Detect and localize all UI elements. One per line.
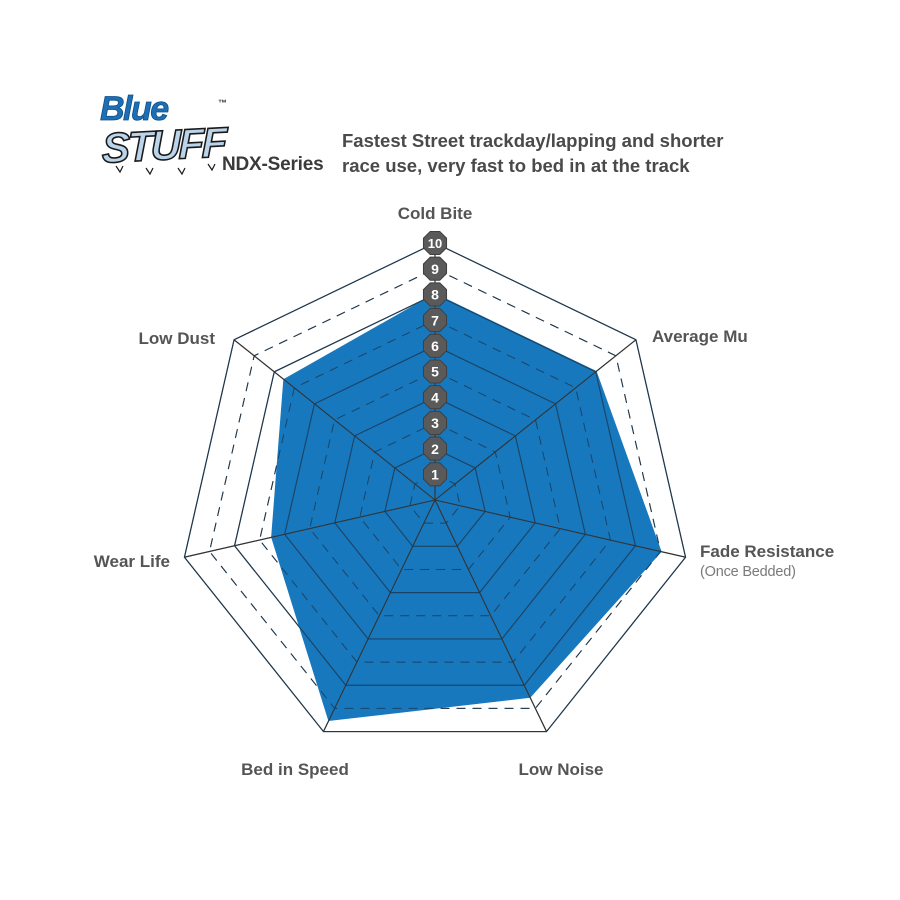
radar-ring-overlay-1 [409, 473, 461, 524]
tick-badge-10 [422, 230, 448, 256]
axis-label-cold-bite: Cold Bite [335, 204, 535, 224]
tick-badge-3 [422, 410, 448, 435]
series-name: NDX-Series [222, 154, 324, 175]
radar-axis-2 [434, 499, 686, 558]
radar-axis-5 [184, 499, 436, 558]
axis-label-text: Wear Life [93, 552, 170, 571]
axis-label-average-mu: Average Mu [652, 327, 748, 347]
axis-label-sublabel: (Once Bedded) [700, 564, 796, 580]
tick-badge-4 [422, 385, 448, 410]
tick-label-6: 6 [431, 338, 439, 354]
tagline-line-1: Fastest Street trackday/lapping and shor… [342, 130, 724, 151]
tick-label-1: 1 [431, 467, 439, 483]
radar-spokes-overlay [183, 242, 687, 733]
tagline-line-2: race use, very fast to bed in at the tra… [342, 155, 690, 176]
tick-badge-5 [422, 359, 448, 384]
tick-badge-1 [422, 462, 448, 487]
axis-label-low-dust: Low Dust [0, 329, 216, 349]
radar-ring-overlay-6 [284, 345, 586, 640]
tick-badge-9 [422, 256, 448, 281]
radar-ring-overlay-10 [183, 242, 687, 733]
tick-label-7: 7 [431, 312, 439, 328]
axis-label-text: Low Noise [518, 760, 604, 779]
radar-axis-1 [434, 339, 637, 501]
radar-chart: 1 2 3 4 5 6 7 8 9 10 Cold Bite Average Mu Fade Re… [0, 190, 900, 830]
tick-badge-6 [422, 333, 448, 358]
axis-label-low-noise: Low Noise [481, 760, 641, 780]
tick-label-2: 2 [431, 441, 439, 457]
radar-tick-badges: 1 2 3 4 5 6 7 8 9 10 [422, 230, 448, 487]
logo-accents [115, 163, 216, 176]
radar-ring-overlay-9 [208, 268, 662, 709]
logo-word-blue: Blue [100, 90, 171, 129]
axis-label-text: Average Mu [652, 327, 748, 346]
axis-label-text: Bed in Speed [241, 760, 349, 779]
radar-ring-overlay-2 [384, 447, 486, 547]
tagline: Fastest Street trackday/lapping and shor… [342, 128, 742, 178]
svg-text:Blue: Blue [100, 90, 168, 128]
tick-label-3: 3 [431, 415, 439, 431]
axis-label-bed-in-speed: Bed in Speed [215, 760, 375, 780]
tick-label-9: 9 [431, 261, 439, 277]
tick-label-4: 4 [431, 389, 439, 405]
logo-word-stuff: STUFF [101, 117, 229, 172]
radar-ring-overlay-7 [259, 319, 611, 663]
tick-label-5: 5 [431, 364, 439, 380]
tick-badge-8 [422, 282, 448, 307]
radar-axis-3 [434, 499, 548, 732]
radar-ring-overlay-4 [334, 396, 536, 594]
axis-label-wear-life: Wear Life [0, 552, 170, 572]
header: Blue ™ STUFF NDX-Series Fastest Stree [0, 0, 900, 200]
svg-text:STUFF: STUFF [102, 118, 229, 172]
radar-ring-overlay-8 [233, 293, 637, 686]
tick-label-8: 8 [431, 287, 439, 303]
radar-axis-6 [233, 339, 436, 501]
axis-label-text: Fade Resistance [700, 542, 835, 561]
radar-ring-overlay-5 [309, 370, 561, 617]
axis-label-text: Cold Bite [397, 204, 473, 223]
brand-logo-graphic: Blue ™ STUFF [100, 90, 229, 176]
trademark-symbol: ™ [218, 98, 227, 108]
tick-label-10: 10 [428, 236, 442, 251]
radar-ring-overlay-3 [359, 422, 511, 570]
radar-chart-svg: 1 2 3 4 5 6 7 8 9 10 [183, 230, 687, 733]
tick-badge-2 [422, 436, 448, 461]
brand-logo: Blue ™ STUFF [98, 88, 248, 178]
radar-axis-4 [322, 499, 436, 732]
axis-label-text: Low Dust [138, 329, 216, 348]
tick-badge-7 [422, 308, 448, 333]
axis-label-fade-resistance: Fade Resistance (Once Bedded) [700, 542, 835, 582]
